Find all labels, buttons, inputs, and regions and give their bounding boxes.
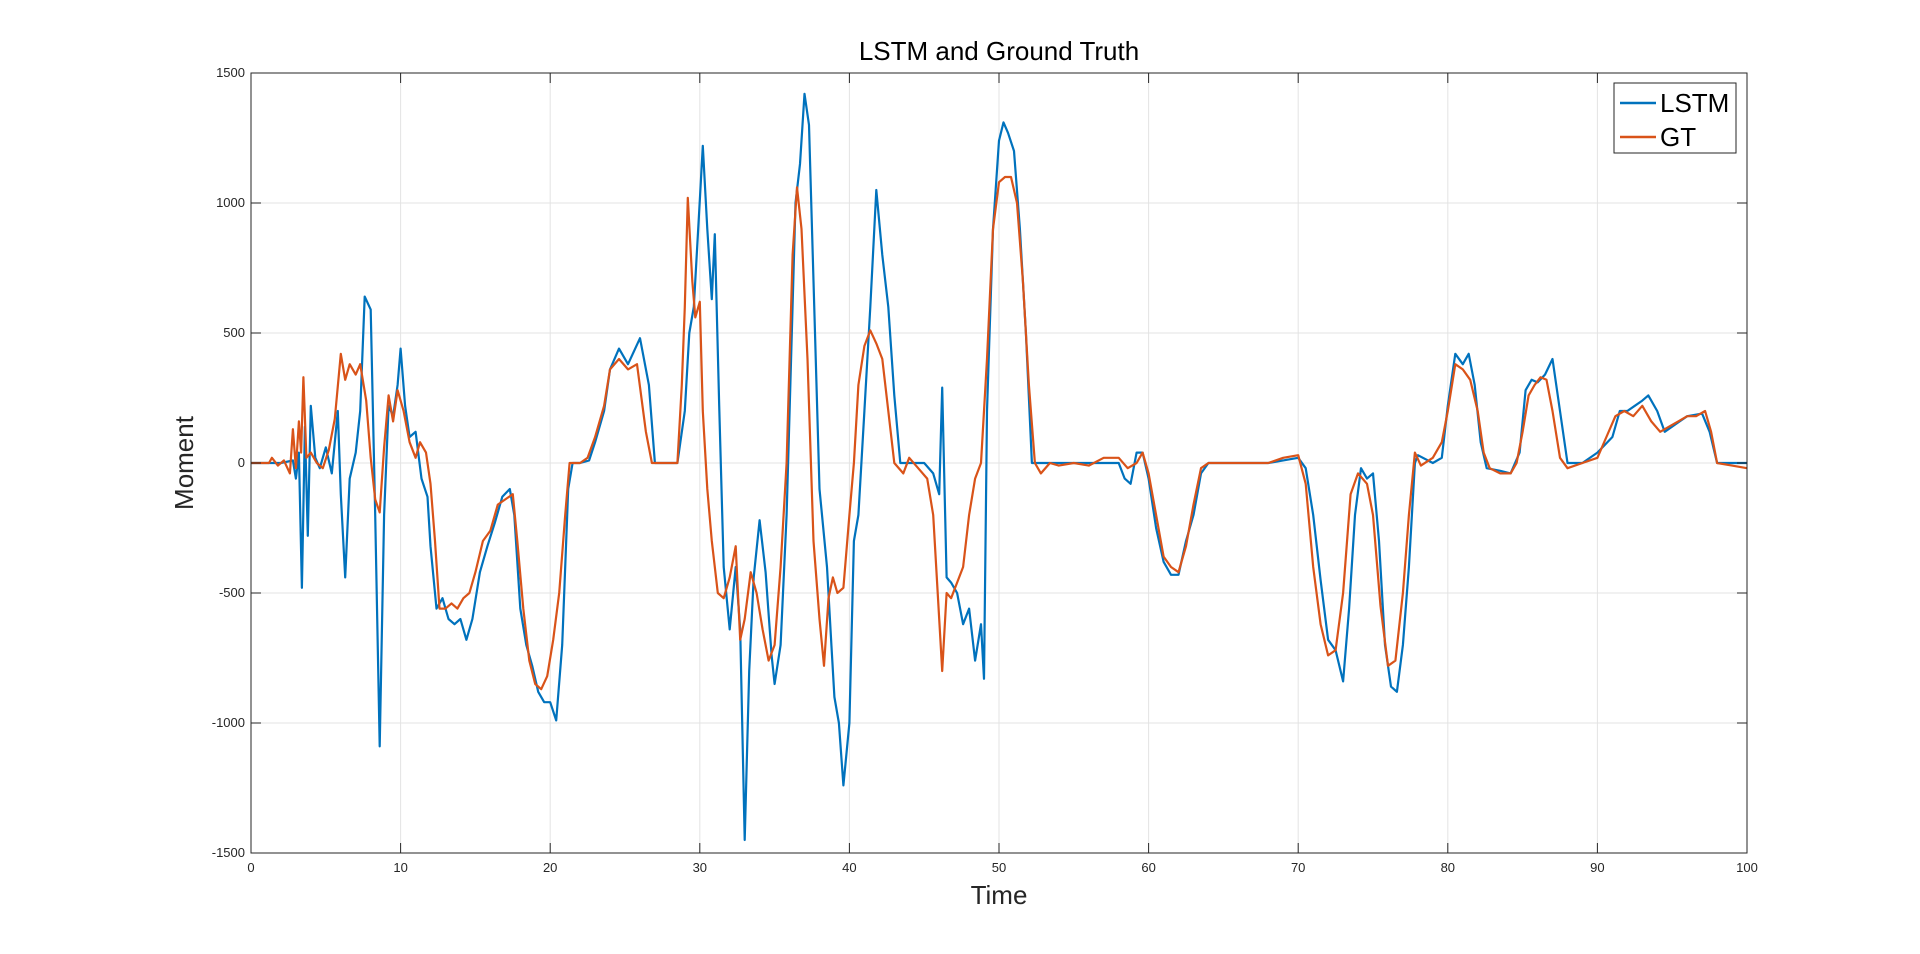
- y-tick-label: -500: [219, 585, 245, 600]
- chart-title: LSTM and Ground Truth: [859, 36, 1139, 66]
- legend-box: [1613, 82, 1737, 154]
- y-tick-label: -1500: [212, 845, 245, 860]
- x-tick-label: 30: [693, 860, 707, 875]
- y-axis-title: Moment: [169, 415, 199, 510]
- x-tick-label: 100: [1736, 860, 1758, 875]
- legend: LSTM GT: [1613, 82, 1737, 154]
- y-tick-label: 500: [223, 325, 245, 340]
- x-tick-label: 50: [992, 860, 1006, 875]
- x-tick-label: 70: [1291, 860, 1305, 875]
- series-line-lstm: [251, 92, 1747, 842]
- x-tick-label: 40: [842, 860, 856, 875]
- x-tick-label: 90: [1590, 860, 1604, 875]
- legend-label-lstm: LSTM: [1660, 88, 1729, 118]
- x-axis-title: Time: [971, 880, 1028, 910]
- x-tick-label: 60: [1141, 860, 1155, 875]
- x-tick-label: 0: [247, 860, 254, 875]
- series-layer: [251, 92, 1748, 842]
- x-tick-label: 10: [393, 860, 407, 875]
- legend-label-gt: GT: [1660, 122, 1696, 152]
- x-tick-label: 80: [1441, 860, 1455, 875]
- x-tick-label: 20: [543, 860, 557, 875]
- ticks: 0 10 20 30 40 50 60 70 80 90 100 -1500 -1000 -500 0 500…: [212, 65, 1758, 875]
- series-line-gt: [251, 175, 1748, 691]
- y-tick-label: 1000: [216, 195, 245, 210]
- y-tick-label: -1000: [212, 715, 245, 730]
- y-tick-label: 0: [238, 455, 245, 470]
- y-tick-label: 1500: [216, 65, 245, 80]
